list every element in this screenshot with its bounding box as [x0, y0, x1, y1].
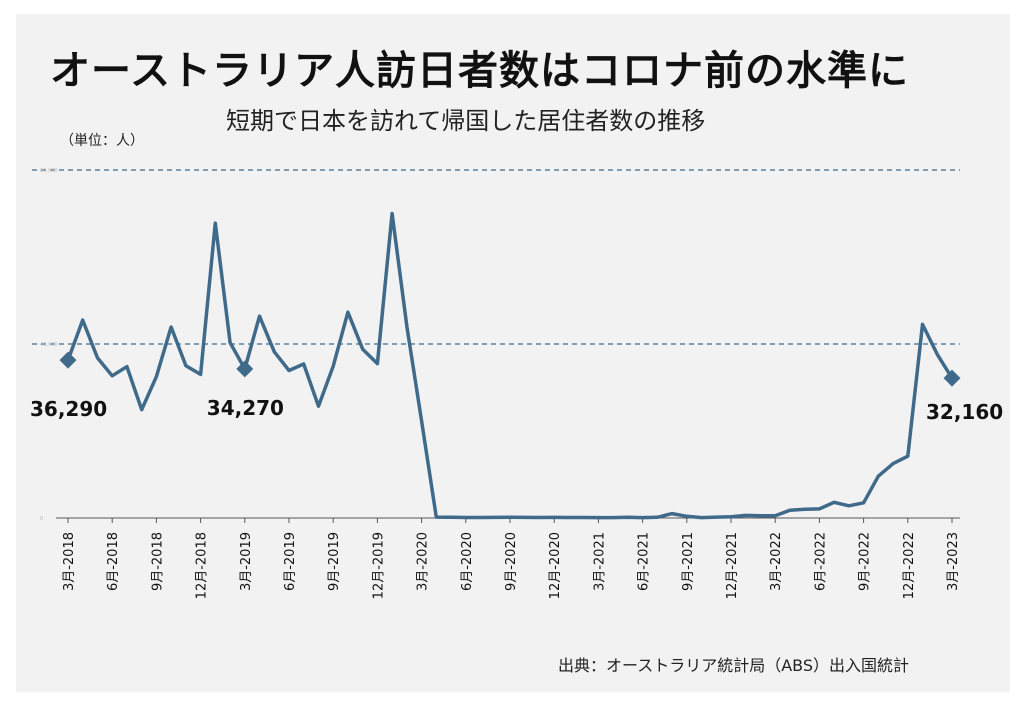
x-tick-label: 6月-2022 — [813, 532, 828, 591]
x-tick-label: 9月-2019 — [327, 532, 342, 591]
x-tick-label: 3月-2022 — [769, 532, 784, 591]
x-tick-label: 3月-2023 — [946, 532, 961, 591]
x-tick-label: 9月-2018 — [150, 532, 165, 591]
data-label: 32,160 — [926, 400, 1003, 424]
x-tick-label: 3月-2021 — [592, 532, 607, 591]
marker-diamond — [943, 369, 961, 387]
x-tick-label: 9月-2021 — [681, 532, 696, 591]
x-tick-label: 6月-2019 — [283, 532, 298, 591]
x-tick-label: 12月-2021 — [725, 532, 740, 599]
x-tick-label: 12月-2018 — [195, 532, 210, 599]
x-tick-label: 6月-2021 — [637, 532, 652, 591]
chart-subtitle: 短期で日本を訪れて帰国した居住者数の推移 — [226, 107, 706, 135]
x-tick-label: 12月-2022 — [902, 532, 917, 599]
x-tick-label: 3月-2020 — [416, 532, 431, 591]
x-tick-label: 3月-2018 — [62, 532, 77, 591]
y-tick-label: 80,000 — [40, 168, 58, 174]
data-label: 34,270 — [207, 396, 284, 420]
x-tick-label: 9月-2020 — [504, 532, 519, 591]
data-label: 36,290 — [30, 397, 107, 421]
marker-diamond — [236, 360, 254, 378]
y-tick-label: 0 — [40, 516, 43, 522]
x-tick-label: 6月-2018 — [106, 532, 121, 591]
x-tick-label: 12月-2020 — [548, 532, 563, 599]
y-tick-label: 40,000 — [40, 342, 58, 348]
x-tick-label: 9月-2022 — [858, 532, 873, 591]
x-tick-label: 6月-2020 — [460, 532, 475, 591]
chart-title: オーストラリア人訪日者数はコロナ前の水準に — [50, 48, 909, 94]
marker-diamond — [59, 351, 77, 369]
unit-label: （単位：人） — [60, 133, 144, 149]
source-note: 出典：オーストラリア統計局（ABS）出入国統計 — [558, 656, 909, 675]
x-tick-label: 12月-2019 — [371, 532, 386, 599]
series-line — [66, 211, 954, 520]
x-tick-label: 3月-2019 — [239, 532, 254, 591]
